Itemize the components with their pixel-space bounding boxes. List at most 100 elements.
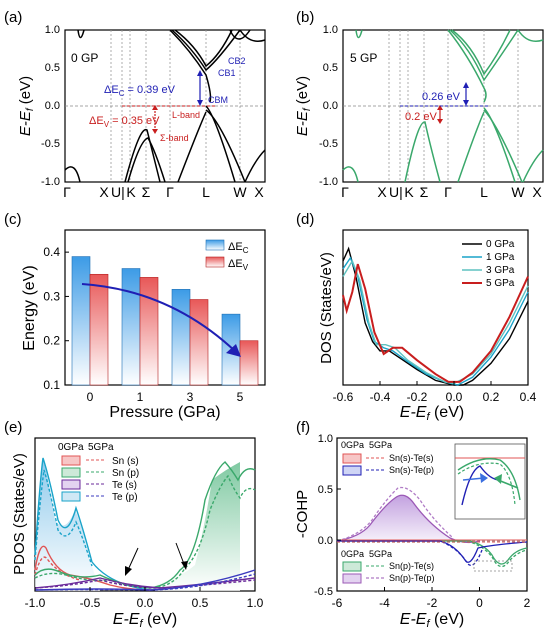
panel-a-ylabel: E-Ef (eV)	[17, 76, 36, 136]
x-tick-label: -1.0	[25, 596, 46, 610]
panel-d-lines	[342, 246, 529, 386]
x-tick-label: -0.5	[80, 596, 101, 610]
bar-delta-ev	[89, 273, 109, 386]
panel-a-yticks: 1.0 0.5 0.0 -0.5 -1.0	[41, 24, 60, 188]
pdos-arrowhead-left	[125, 566, 132, 576]
panel-d-ylabel: DOS (States/eV)	[318, 252, 335, 364]
legend-entry: Sn (p)	[112, 468, 139, 479]
legend-entry: 5 GPa	[486, 278, 515, 289]
panel-e-label: (e)	[4, 419, 22, 436]
pdos-arrow-left	[127, 547, 139, 571]
panel-f-legend-top: 0GPa 5GPa Sn(s)-Te(s) Sn(s)-Te(p)	[341, 440, 434, 476]
panel-c-xticks: 0 1 3 5	[87, 390, 244, 404]
pdos-arrowhead-right	[181, 561, 188, 570]
kpoint-label: X	[99, 184, 109, 200]
kpoint-label: L	[480, 184, 488, 200]
panel-f-yticks: -0.5 0.0 0.5 1.0	[314, 433, 341, 598]
panel-d-frame	[342, 229, 529, 386]
panel-d: (d) -0.6 -0.4 -0.2 0.0 0.2 0.4 DOS (States/eV…	[296, 211, 537, 423]
kpoint-label: |	[121, 184, 125, 200]
x-tick-label: 0	[476, 596, 483, 610]
legend-swatch	[61, 479, 81, 490]
kpoint-label: Γ	[444, 184, 452, 200]
panel-e-ylabel: PDOS (States/eV)	[11, 453, 28, 575]
panel-a-ytick: 0.0	[45, 100, 60, 112]
panel-c-xlabel: Pressure (GPa)	[109, 404, 220, 421]
panel-b-ytick: 1.0	[323, 24, 338, 36]
legend-head: 0GPa	[58, 442, 84, 453]
kpoint-label: K	[126, 184, 136, 200]
panel-f-ylabel: -COHP	[294, 490, 311, 538]
x-tick-label: 0.2	[483, 390, 500, 404]
panel-c-ylabel: Energy (eV)	[21, 265, 38, 350]
x-tick-label: 0.4	[520, 390, 537, 404]
cohp-lines	[336, 486, 528, 568]
bar-delta-ev	[239, 340, 259, 386]
pdos-arrow-right	[175, 542, 185, 565]
legend-swatch	[61, 491, 81, 502]
legend-dc: ΔEC	[228, 241, 249, 255]
panel-e: (e) 0GPa 5GPa Sn (s) Sn	[4, 419, 264, 630]
panel-c-label: (c)	[4, 211, 22, 228]
x-tick-label: 5	[237, 390, 244, 404]
dos-line	[342, 256, 529, 386]
kpoint-label: |	[399, 184, 403, 200]
panel-c-arrowhead	[226, 344, 241, 357]
panel-b: (b) 5 GP 1.0 0.5 0.0 -0.5 -1.0 E-Ef (eV)	[294, 9, 544, 200]
legend-entry: Sn(p)-Te(s)	[389, 561, 434, 571]
panel-b-yticks: 1.0 0.5 0.0 -0.5 -1.0	[319, 24, 338, 188]
panel-a-kpoints: Γ X U | K Σ Γ L W X	[63, 184, 264, 200]
pdos-fill-green	[155, 462, 240, 591]
bar-delta-ev	[189, 299, 209, 386]
bar-delta-ec	[171, 289, 191, 386]
panel-b-annotations: 0.26 eV 0.2 eV	[400, 82, 488, 124]
kpoint-label: Γ	[63, 184, 71, 200]
legend-head: 5GPa	[88, 442, 114, 453]
annot-down: 0.2 eV	[405, 111, 437, 123]
panel-f-legend-bottom: 0GPa 5GPa Sn(p)-Te(s) Sn(p)-Te(p)	[341, 549, 435, 584]
annot-dv: ΔEV = 0.35 eV	[89, 115, 160, 129]
panel-c: (c) 0.1 0.2 0.3 0.4 0 1 3 5 Energy (eV) Pressu…	[4, 211, 266, 421]
y-tick-label: 0.0	[318, 535, 333, 547]
kpoint-label: X	[532, 184, 542, 200]
legend-entry: Sn(p)-Te(p)	[389, 573, 435, 583]
annot-cb1: CB1	[218, 68, 236, 78]
legend-entry: Te (s)	[112, 480, 137, 491]
x-tick-label: 0.0	[446, 390, 463, 404]
dos-line	[342, 263, 529, 383]
panel-a-ytick: 0.5	[45, 62, 60, 74]
annot-up: 0.26 eV	[422, 91, 461, 103]
dos-line	[342, 246, 529, 386]
annot-cb2: CB2	[228, 56, 246, 66]
panel-a-ytick: -0.5	[41, 138, 60, 150]
kpoint-label: X	[377, 184, 387, 200]
x-tick-label: -0.6	[333, 390, 354, 404]
legend-swatch	[61, 455, 81, 466]
panel-c-legend: ΔEC ΔEV	[205, 239, 249, 272]
panel-f-inset	[454, 443, 526, 520]
x-tick-label: -2	[427, 596, 438, 610]
annot-sband: Σ-band	[160, 133, 189, 143]
x-tick-label: 0.0	[137, 596, 154, 610]
legend-swatch	[342, 573, 362, 584]
panel-a-label: (a)	[4, 9, 22, 26]
cohp-fill-purple	[337, 495, 470, 541]
kpoint-label: Σ	[142, 184, 151, 200]
y-tick-label: 1.0	[318, 433, 333, 445]
x-tick-label: 0	[87, 390, 94, 404]
legend-head: 0GPa	[341, 440, 364, 450]
panel-b-ylabel: E-Ef (eV)	[294, 76, 313, 136]
panel-f-label: (f)	[296, 419, 310, 436]
x-tick-label: -0.2	[407, 390, 428, 404]
legend-dv: ΔEV	[228, 258, 249, 272]
panel-a-tag: 0 GP	[71, 51, 98, 65]
panel-b-bands	[342, 29, 544, 183]
legend-swatch	[342, 561, 362, 572]
kpoint-label: X	[254, 184, 264, 200]
panel-d-xticks: -0.6 -0.4 -0.2 0.0 0.2 0.4	[333, 381, 537, 404]
x-tick-label: -0.4	[370, 390, 391, 404]
panel-f-xlabel: E-Ef (eV)	[400, 611, 464, 630]
panel-c-trend-arrow	[81, 283, 237, 353]
kpoint-label: Γ	[341, 184, 349, 200]
legend-entry: Te (p)	[112, 492, 138, 503]
